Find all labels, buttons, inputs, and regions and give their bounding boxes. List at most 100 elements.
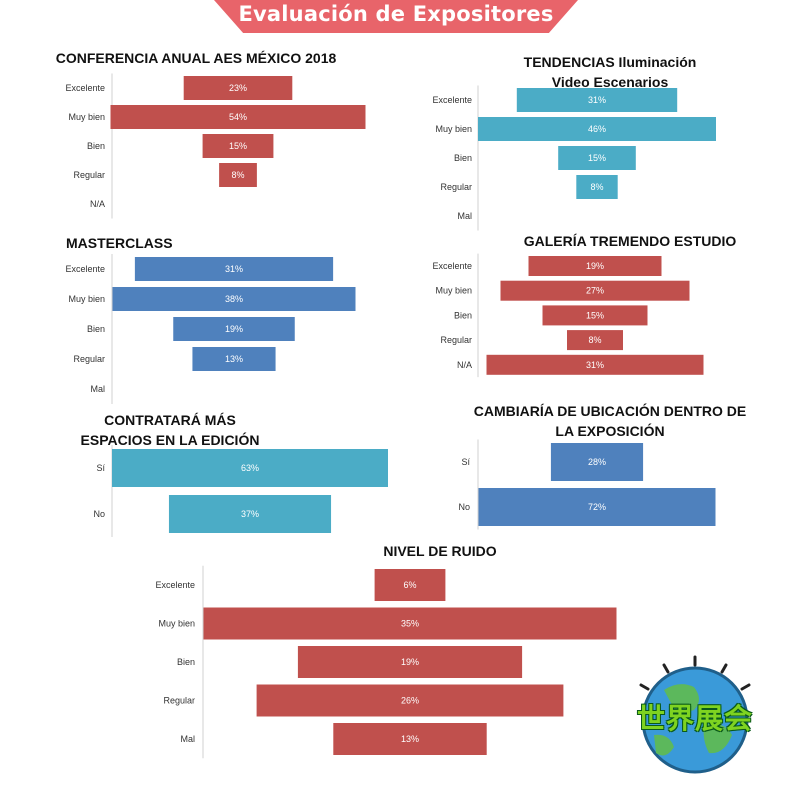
bar (134, 257, 334, 281)
chart-tendencias: TENDENCIAS Iluminación Video Escenarios … (420, 50, 792, 231)
data-label: 37% (241, 509, 259, 519)
bar (478, 488, 716, 526)
data-label: 15% (229, 141, 247, 151)
bar (297, 646, 523, 678)
chart-title: MASTERCLASS (66, 235, 173, 251)
category-label: Muy bien (158, 619, 195, 629)
category-label: N/A (90, 199, 105, 209)
data-label: 19% (401, 657, 419, 667)
bar (112, 287, 356, 311)
bar (202, 134, 274, 158)
data-label: 31% (586, 360, 604, 370)
category-label: Regular (73, 354, 105, 364)
data-label: 72% (588, 502, 606, 512)
chart-title: NIVEL DE RUIDO (383, 543, 497, 559)
chart-conferencia: CONFERENCIA ANUAL AES MÉXICO 2018 Excele… (0, 46, 392, 221)
category-label: Regular (440, 182, 472, 192)
data-label: 19% (225, 324, 243, 334)
category-label: Sí (461, 457, 470, 467)
page-title: Evaluación de Expositores (238, 2, 554, 26)
data-label: 27% (586, 286, 604, 296)
category-label: Excelente (155, 580, 195, 590)
category-label: Bien (87, 324, 105, 334)
category-label: Mal (180, 734, 195, 744)
bar (256, 684, 564, 717)
data-label: 28% (588, 457, 606, 467)
chart-svg: Excelente 19% Muy bien 27% Bien 15% Regular 8% N… (432, 253, 704, 378)
category-label: Excelente (432, 95, 472, 105)
chart-contratara: CONTRATARÁ MÁS ESPACIOS EN LA EDICIÓN 20… (0, 409, 400, 539)
data-label: 19% (586, 261, 604, 271)
bar (558, 146, 636, 170)
data-label: 54% (229, 112, 247, 122)
chart-masterclass: MASTERCLASS Excelente 31% Muy bien 38% Bien 1… (0, 233, 392, 404)
logo-text: 世界展会 (636, 702, 753, 735)
category-label: Excelente (432, 261, 472, 271)
data-label: 8% (590, 182, 603, 192)
bar (576, 175, 618, 199)
bar (374, 569, 446, 601)
category-label: Bien (177, 657, 195, 667)
data-label: 6% (403, 580, 416, 590)
data-label: 46% (588, 124, 606, 134)
bar (168, 495, 332, 533)
category-label: Mal (90, 384, 105, 394)
data-label: 13% (225, 354, 243, 364)
bar (486, 354, 704, 375)
category-label: Regular (163, 696, 195, 706)
category-label: Muy bien (435, 286, 472, 296)
category-label: Bien (454, 153, 472, 163)
category-label: Bien (87, 141, 105, 151)
chart-svg: Excelente 31% Muy bien 38% Bien 19% Regular 13%… (65, 254, 356, 404)
data-label: 26% (401, 696, 419, 706)
chart-title: GALERÍA TREMENDO ESTUDIO (523, 233, 737, 249)
bar (110, 105, 366, 129)
chart-svg: Excelente 31% Muy bien 46% Bien 15% Regular 8% M… (432, 85, 716, 231)
data-label: 15% (586, 310, 604, 320)
category-label: Excelente (65, 264, 105, 274)
category-label: Regular (440, 335, 472, 345)
category-label: Muy bien (435, 124, 472, 134)
data-label: 63% (241, 463, 259, 473)
category-label: No (458, 502, 470, 512)
chart-svg: Excelente 6% Muy bien 35% Bien 19% Regular 26% M… (155, 565, 617, 759)
bar (550, 443, 644, 481)
category-label: No (93, 509, 105, 519)
data-label: 31% (588, 95, 606, 105)
data-label: 8% (588, 335, 601, 345)
bar (112, 449, 388, 487)
bar (192, 347, 276, 371)
data-label: 23% (229, 83, 247, 93)
data-label: 31% (225, 264, 243, 274)
category-label: Muy bien (68, 112, 105, 122)
chart-svg: Sí 28% No 72% (458, 439, 716, 530)
category-label: Sí (96, 463, 105, 473)
chart-galeria: GALERÍA TREMENDO ESTUDIO Excelente 19% Muy… (420, 231, 792, 381)
chart-nivel-ruido: NIVEL DE RUIDO Excelente 6% Muy bien 35% Bie… (130, 541, 630, 761)
data-label: 8% (231, 170, 244, 180)
data-label: 13% (401, 734, 419, 744)
data-label: 38% (225, 294, 243, 304)
category-label: Bien (454, 310, 472, 320)
bar (516, 88, 678, 112)
bar (500, 280, 690, 301)
category-label: Excelente (65, 83, 105, 93)
bar (528, 256, 662, 276)
category-label: Regular (73, 170, 105, 180)
category-label: Muy bien (68, 294, 105, 304)
bar (203, 607, 617, 640)
chart-cambiaria: CAMBIARÍA DE UBICACIÓN DENTRO DE LA EXPO… (420, 399, 792, 530)
bar (567, 330, 623, 351)
chart-title: TENDENCIAS Iluminación Video Escenarios (523, 54, 697, 90)
bar (183, 76, 293, 100)
chart-title: CONFERENCIA ANUAL AES MÉXICO 2018 (55, 50, 337, 66)
bar (173, 317, 295, 341)
world-expo-logo: 世界展会 (624, 655, 766, 785)
title-banner (214, 0, 578, 33)
bar (333, 723, 487, 755)
globe-icon (639, 655, 751, 774)
bar (542, 305, 648, 326)
category-label: Mal (457, 211, 472, 221)
bar (219, 163, 257, 187)
chart-svg: Sí 63% No 37% (93, 445, 388, 537)
